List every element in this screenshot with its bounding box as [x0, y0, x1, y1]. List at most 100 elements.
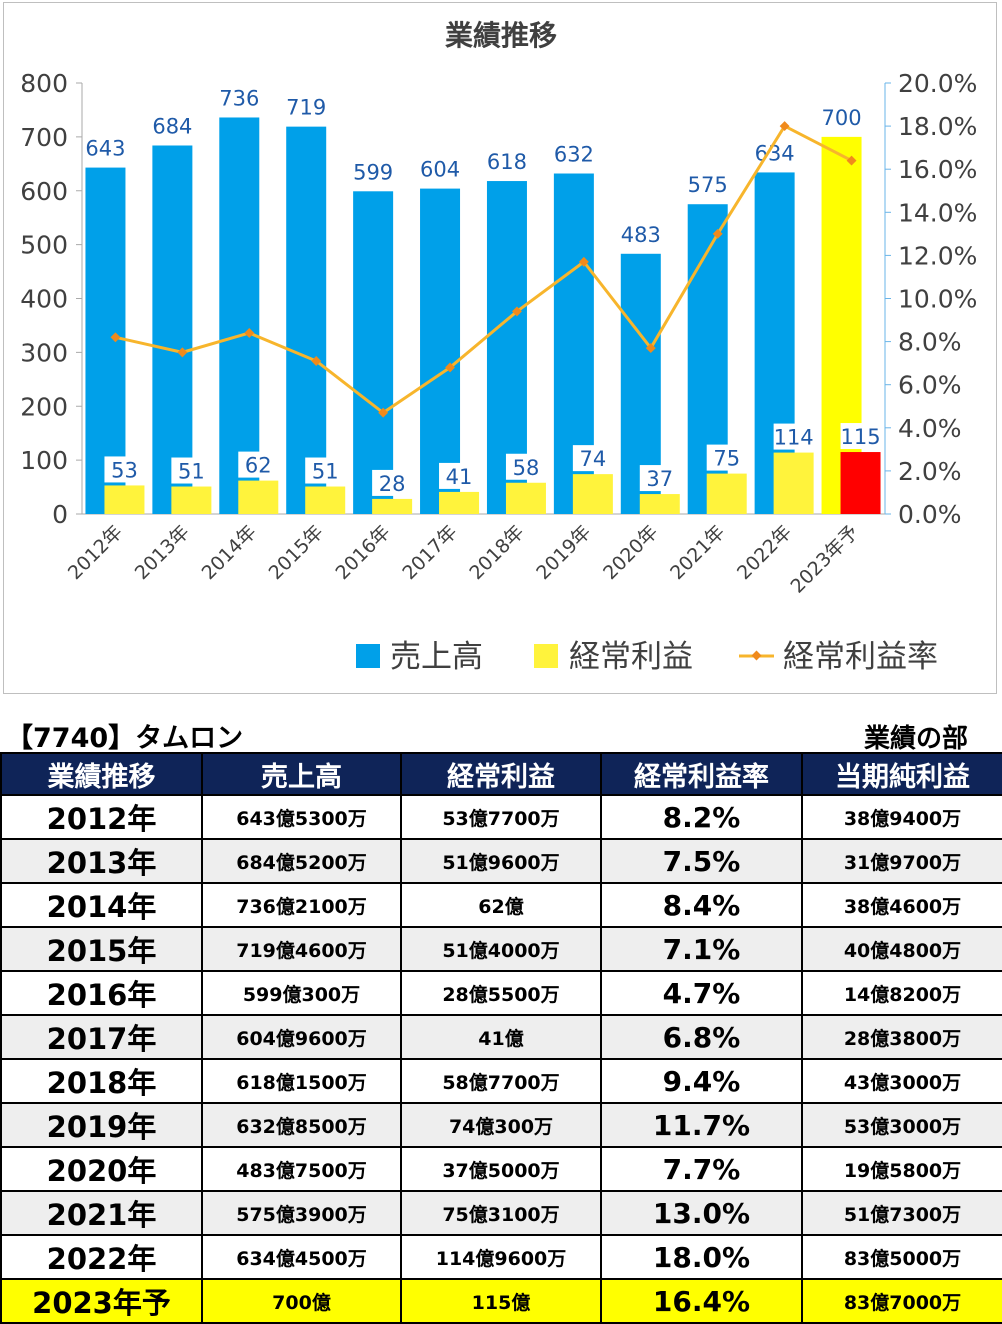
cell-sales: 643億5300万 [201, 794, 402, 840]
bar-ordinary-profit-value-label: 58 [513, 456, 540, 480]
cell-year: 2015年 [0, 926, 203, 972]
bar-ordinary-profit-value-label: 74 [580, 447, 607, 471]
y-right-tick-label: 20.0% [898, 69, 977, 98]
bar-ordinary-profit-label-bg [773, 423, 814, 450]
y-right-tick-label: 6.0% [898, 371, 962, 400]
bar-ordinary-profit-label-bg [238, 451, 279, 478]
cell-ordinary-profit: 74億300万 [400, 1102, 602, 1148]
bar-sales [85, 167, 126, 515]
cell-ordinary-profit: 62億 [400, 882, 602, 928]
table-row: 2022年 634億4500万 114億9600万 18.0% 83億5000万 [0, 1234, 1002, 1280]
x-tick-label: 2022年 [733, 521, 796, 584]
y-right-tick-label: 14.0% [898, 198, 977, 227]
table-title-row: 【7740】タムロン 業績の部 [0, 712, 1002, 754]
performance-table: 業績推移 売上高 経常利益 経常利益率 当期純利益 2012年 643億5300… [0, 752, 1002, 1324]
bar-sales-value-label: 632 [554, 143, 594, 167]
y-left-tick-label: 500 [20, 231, 68, 260]
cell-profit-rate: 8.2% [600, 794, 803, 840]
cell-year: 2021年 [0, 1190, 203, 1236]
x-tick-label: 2023年予 [786, 521, 863, 598]
cell-profit-rate: 7.5% [600, 838, 803, 884]
header-sales: 売上高 [201, 752, 402, 796]
cell-net-income: 19億5800万 [801, 1146, 1002, 1192]
y-left-tick-label: 800 [20, 69, 68, 98]
bar-ordinary-profit-label-bg [840, 423, 881, 450]
x-tick-label: 2014年 [198, 521, 261, 584]
x-tick-label: 2013年 [131, 521, 194, 584]
bar-sales [353, 191, 394, 514]
line-profit-rate-point [378, 407, 389, 418]
bar-sales [420, 188, 461, 514]
line-profit-rate-point [512, 306, 522, 317]
cell-year: 2014年 [0, 882, 203, 928]
cell-profit-rate: 8.4% [600, 882, 803, 928]
cell-profit-rate: 13.0% [600, 1190, 803, 1236]
bar-ordinary-profit-label-bg [572, 445, 613, 472]
cell-sales: 604億9600万 [201, 1014, 402, 1060]
bar-ordinary-profit-value-label: 41 [446, 465, 473, 489]
bar-ordinary-profit-label-bg [305, 457, 346, 484]
bar-sales-value-label: 700 [821, 106, 861, 130]
cell-profit-rate: 18.0% [600, 1234, 803, 1280]
bar-ordinary-profit [505, 482, 546, 514]
y-left-tick-label: 300 [20, 338, 68, 367]
bar-ordinary-profit-value-label: 115 [840, 425, 880, 449]
bar-sales-value-label: 736 [219, 86, 259, 110]
bar-sales-value-label: 483 [621, 223, 661, 247]
cell-sales: 599億300万 [201, 970, 402, 1016]
line-profit-rate-point [445, 362, 455, 373]
bar-sales-value-label: 575 [688, 173, 728, 197]
cell-ordinary-profit: 51億9600万 [400, 838, 602, 884]
bar-ordinary-profit [104, 485, 145, 514]
x-tick-label: 2021年 [666, 521, 729, 584]
bar-ordinary-profit [840, 452, 881, 514]
x-tick-label: 2017年 [398, 521, 461, 584]
bar-ordinary-profit-label-bg [104, 456, 145, 483]
bar-ordinary-profit [572, 474, 613, 514]
cell-sales: 575億3900万 [201, 1190, 402, 1236]
header-net-income: 当期純利益 [801, 752, 1002, 796]
section-label: 業績の部 [863, 724, 968, 754]
bar-ordinary-profit-label-bg [439, 462, 480, 489]
y-right-tick-label: 10.0% [898, 285, 977, 314]
line-profit-rate [115, 124, 853, 415]
cell-profit-rate: 7.7% [600, 1146, 803, 1192]
table-row: 2013年 684億5200万 51億9600万 7.5% 31億9700万 [0, 838, 1002, 884]
cell-net-income: 53億3000万 [801, 1102, 1002, 1148]
line-profit-rate-point [177, 347, 188, 358]
legend-label-ordinary-profit: 経常利益 [569, 639, 693, 675]
cell-net-income: 83億5000万 [801, 1234, 1002, 1280]
cell-ordinary-profit: 114億9600万 [400, 1234, 602, 1280]
header-ordinary-profit: 経常利益 [400, 752, 602, 796]
bar-sales [152, 145, 193, 514]
bar-sales-value-label: 604 [420, 158, 460, 182]
bar-ordinary-profit [439, 491, 480, 514]
header-year: 業績推移 [0, 752, 203, 796]
y-left-tick-label: 600 [20, 177, 68, 206]
x-tick-label: 2018年 [465, 521, 528, 584]
table-header-row: 業績推移 売上高 経常利益 経常利益率 当期純利益 [0, 752, 1002, 796]
bar-ordinary-profit [639, 494, 680, 514]
legend-marker-profit-rate [751, 650, 762, 661]
bar-sales-value-label: 618 [487, 150, 527, 174]
bar-ordinary-profit [773, 452, 814, 514]
bar-ordinary-profit [706, 473, 747, 514]
bar-ordinary-profit-value-label: 53 [111, 458, 138, 482]
x-tick-label: 2019年 [532, 521, 595, 584]
cell-sales: 700億 [201, 1278, 402, 1324]
table-row: 2017年 604億9600万 41億 6.8% 28億3800万 [0, 1014, 1002, 1060]
cell-year: 2017年 [0, 1014, 203, 1060]
line-profit-rate-point [779, 121, 790, 132]
cell-sales: 618億1500万 [201, 1058, 402, 1104]
bar-ordinary-profit-value-label: 51 [312, 460, 339, 484]
cell-net-income: 38億4600万 [801, 882, 1002, 928]
cell-sales: 719億4600万 [201, 926, 402, 972]
cell-ordinary-profit: 53億7700万 [400, 794, 602, 840]
y-right-tick-label: 2.0% [898, 457, 962, 486]
cell-net-income: 31億9700万 [801, 838, 1002, 884]
y-left-tick-label: 400 [20, 285, 68, 314]
legend-swatch-sales [356, 644, 380, 668]
y-right-tick-label: 12.0% [898, 241, 977, 270]
cell-profit-rate: 16.4% [600, 1278, 803, 1324]
y-left-tick-label: 0 [52, 500, 68, 529]
